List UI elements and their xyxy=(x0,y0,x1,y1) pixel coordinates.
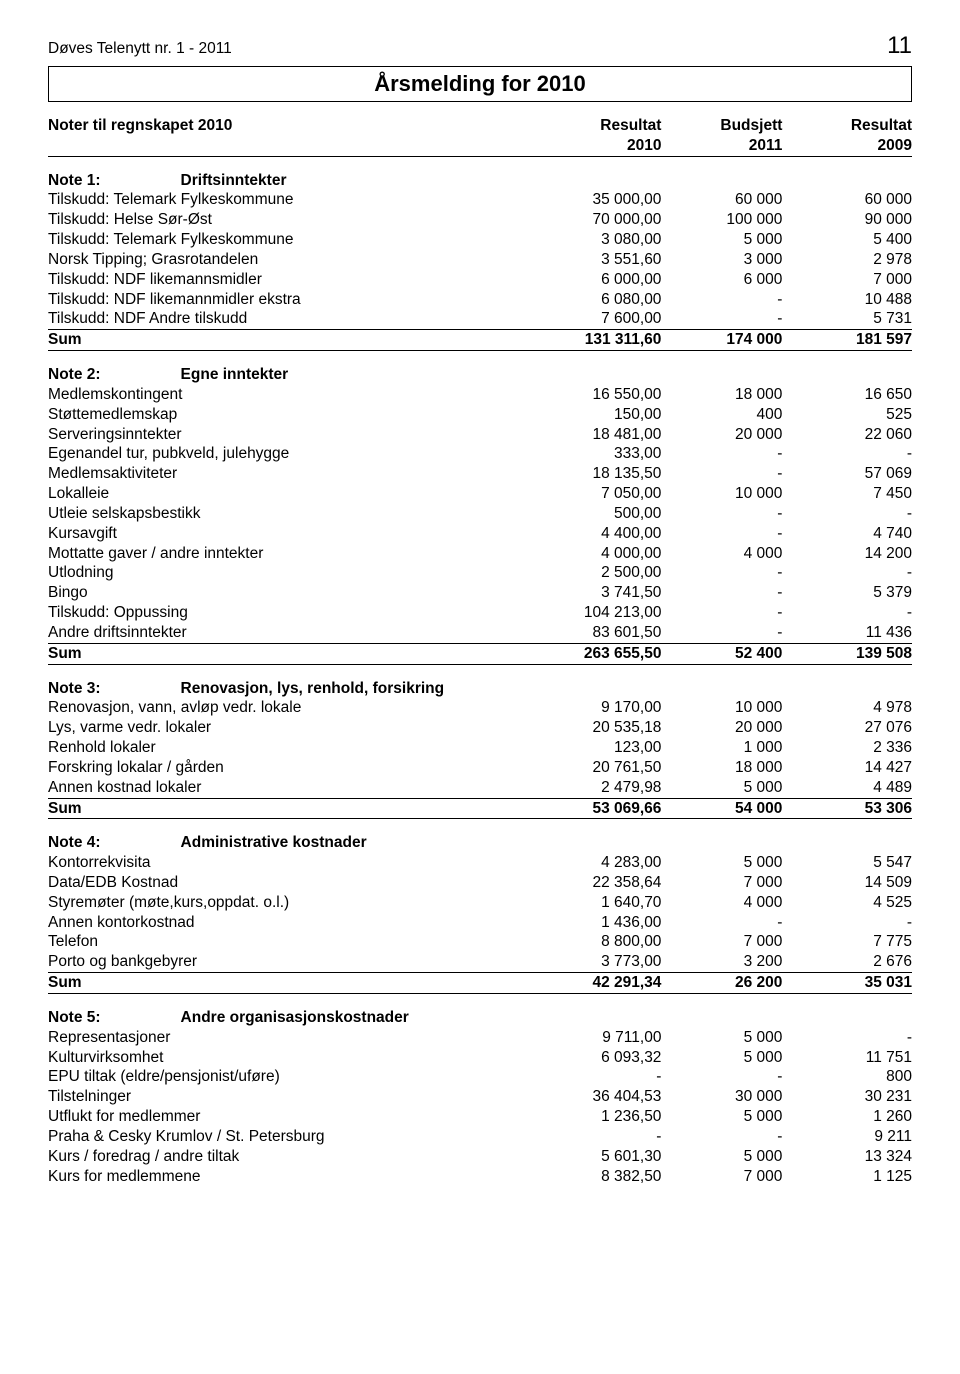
data-row: Tilstelninger36 404,5330 00030 231 xyxy=(48,1087,912,1107)
data-row: Telefon8 800,007 0007 775 xyxy=(48,932,912,952)
data-row: Støttemedlemskap150,00400525 xyxy=(48,405,912,425)
banner-title: Årsmelding for 2010 xyxy=(57,71,903,97)
data-row: Representasjoner9 711,005 000- xyxy=(48,1028,912,1048)
data-row: Serveringsinntekter18 481,0020 00022 060 xyxy=(48,425,912,445)
data-row: Porto og bankgebyrer3 773,003 2002 676 xyxy=(48,952,912,972)
sum-row: Sum131 311,60174 000181 597 xyxy=(48,330,912,351)
note-header: Note 5:Andre organisasjonskostnader xyxy=(48,1008,912,1028)
data-row: Tilskudd: NDF likemannmidler ekstra6 080… xyxy=(48,290,912,310)
data-row: Kontorrekvisita4 283,005 0005 547 xyxy=(48,853,912,873)
data-row: Utflukt for medlemmer1 236,505 0001 260 xyxy=(48,1107,912,1127)
note-header: Note 1:Driftsinntekter xyxy=(48,171,912,191)
data-row: Kurs for medlemmene8 382,507 0001 125 xyxy=(48,1167,912,1187)
sum-row: Sum53 069,6654 00053 306 xyxy=(48,798,912,819)
data-row: Utlodning2 500,00-- xyxy=(48,563,912,583)
data-row: Tilskudd: Oppussing104 213,00-- xyxy=(48,603,912,623)
heading-sub-row: 201020112009 xyxy=(48,136,912,156)
financial-table: Noter til regnskapet 2010ResultatBudsjet… xyxy=(48,116,912,1186)
note-header: Note 3:Renovasjon, lys, renhold, forsikr… xyxy=(48,679,912,699)
note-header: Note 2:Egne inntekter xyxy=(48,365,912,385)
note-header: Note 4:Administrative kostnader xyxy=(48,833,912,853)
data-row: Tilskudd: Helse Sør-Øst70 000,00100 0009… xyxy=(48,210,912,230)
heading-row: Noter til regnskapet 2010ResultatBudsjet… xyxy=(48,116,912,136)
data-row: Renhold lokaler123,001 0002 336 xyxy=(48,738,912,758)
data-row: Tilskudd: NDF Andre tilskudd7 600,00-5 7… xyxy=(48,309,912,329)
data-row: Tilskudd: Telemark Fylkeskommune3 080,00… xyxy=(48,230,912,250)
data-row: Tilskudd: NDF likemannsmidler6 000,006 0… xyxy=(48,270,912,290)
data-row: Kurs / foredrag / andre tiltak5 601,305 … xyxy=(48,1147,912,1167)
data-row: Tilskudd: Telemark Fylkeskommune35 000,0… xyxy=(48,190,912,210)
data-row: Medlemsaktiviteter18 135,50-57 069 xyxy=(48,464,912,484)
data-row: Annen kontorkostnad1 436,00-- xyxy=(48,913,912,933)
sum-row: Sum263 655,5052 400139 508 xyxy=(48,643,912,664)
data-row: Kursavgift4 400,00-4 740 xyxy=(48,524,912,544)
data-row: EPU tiltak (eldre/pensjonist/uføre)--800 xyxy=(48,1067,912,1087)
data-row: Andre driftsinntekter83 601,50-11 436 xyxy=(48,623,912,643)
data-row: Data/EDB Kostnad22 358,647 00014 509 xyxy=(48,873,912,893)
data-row: Bingo3 741,50-5 379 xyxy=(48,583,912,603)
sum-row: Sum42 291,3426 20035 031 xyxy=(48,973,912,994)
data-row: Forskring lokalar / gården20 761,5018 00… xyxy=(48,758,912,778)
data-row: Utleie selskapsbestikk500,00-- xyxy=(48,504,912,524)
data-row: Annen kostnad lokaler2 479,985 0004 489 xyxy=(48,778,912,798)
banner: Årsmelding for 2010 xyxy=(48,66,912,102)
data-row: Styremøter (møte,kurs,oppdat. o.l.)1 640… xyxy=(48,893,912,913)
page-header: Døves Telenytt nr. 1 - 2011 11 xyxy=(48,32,912,60)
data-row: Mottatte gaver / andre inntekter4 000,00… xyxy=(48,544,912,564)
data-row: Kulturvirksomhet6 093,325 00011 751 xyxy=(48,1048,912,1068)
data-row: Norsk Tipping; Grasrotandelen3 551,603 0… xyxy=(48,250,912,270)
data-row: Lokalleie7 050,0010 0007 450 xyxy=(48,484,912,504)
publication-title: Døves Telenytt nr. 1 - 2011 xyxy=(48,40,232,58)
data-row: Lys, varme vedr. lokaler20 535,1820 0002… xyxy=(48,718,912,738)
data-row: Praha & Cesky Krumlov / St. Petersburg--… xyxy=(48,1127,912,1147)
page-number: 11 xyxy=(887,32,912,60)
data-row: Renovasjon, vann, avløp vedr. lokale9 17… xyxy=(48,698,912,718)
data-row: Egenandel tur, pubkveld, julehygge333,00… xyxy=(48,444,912,464)
data-row: Medlemskontingent16 550,0018 00016 650 xyxy=(48,385,912,405)
